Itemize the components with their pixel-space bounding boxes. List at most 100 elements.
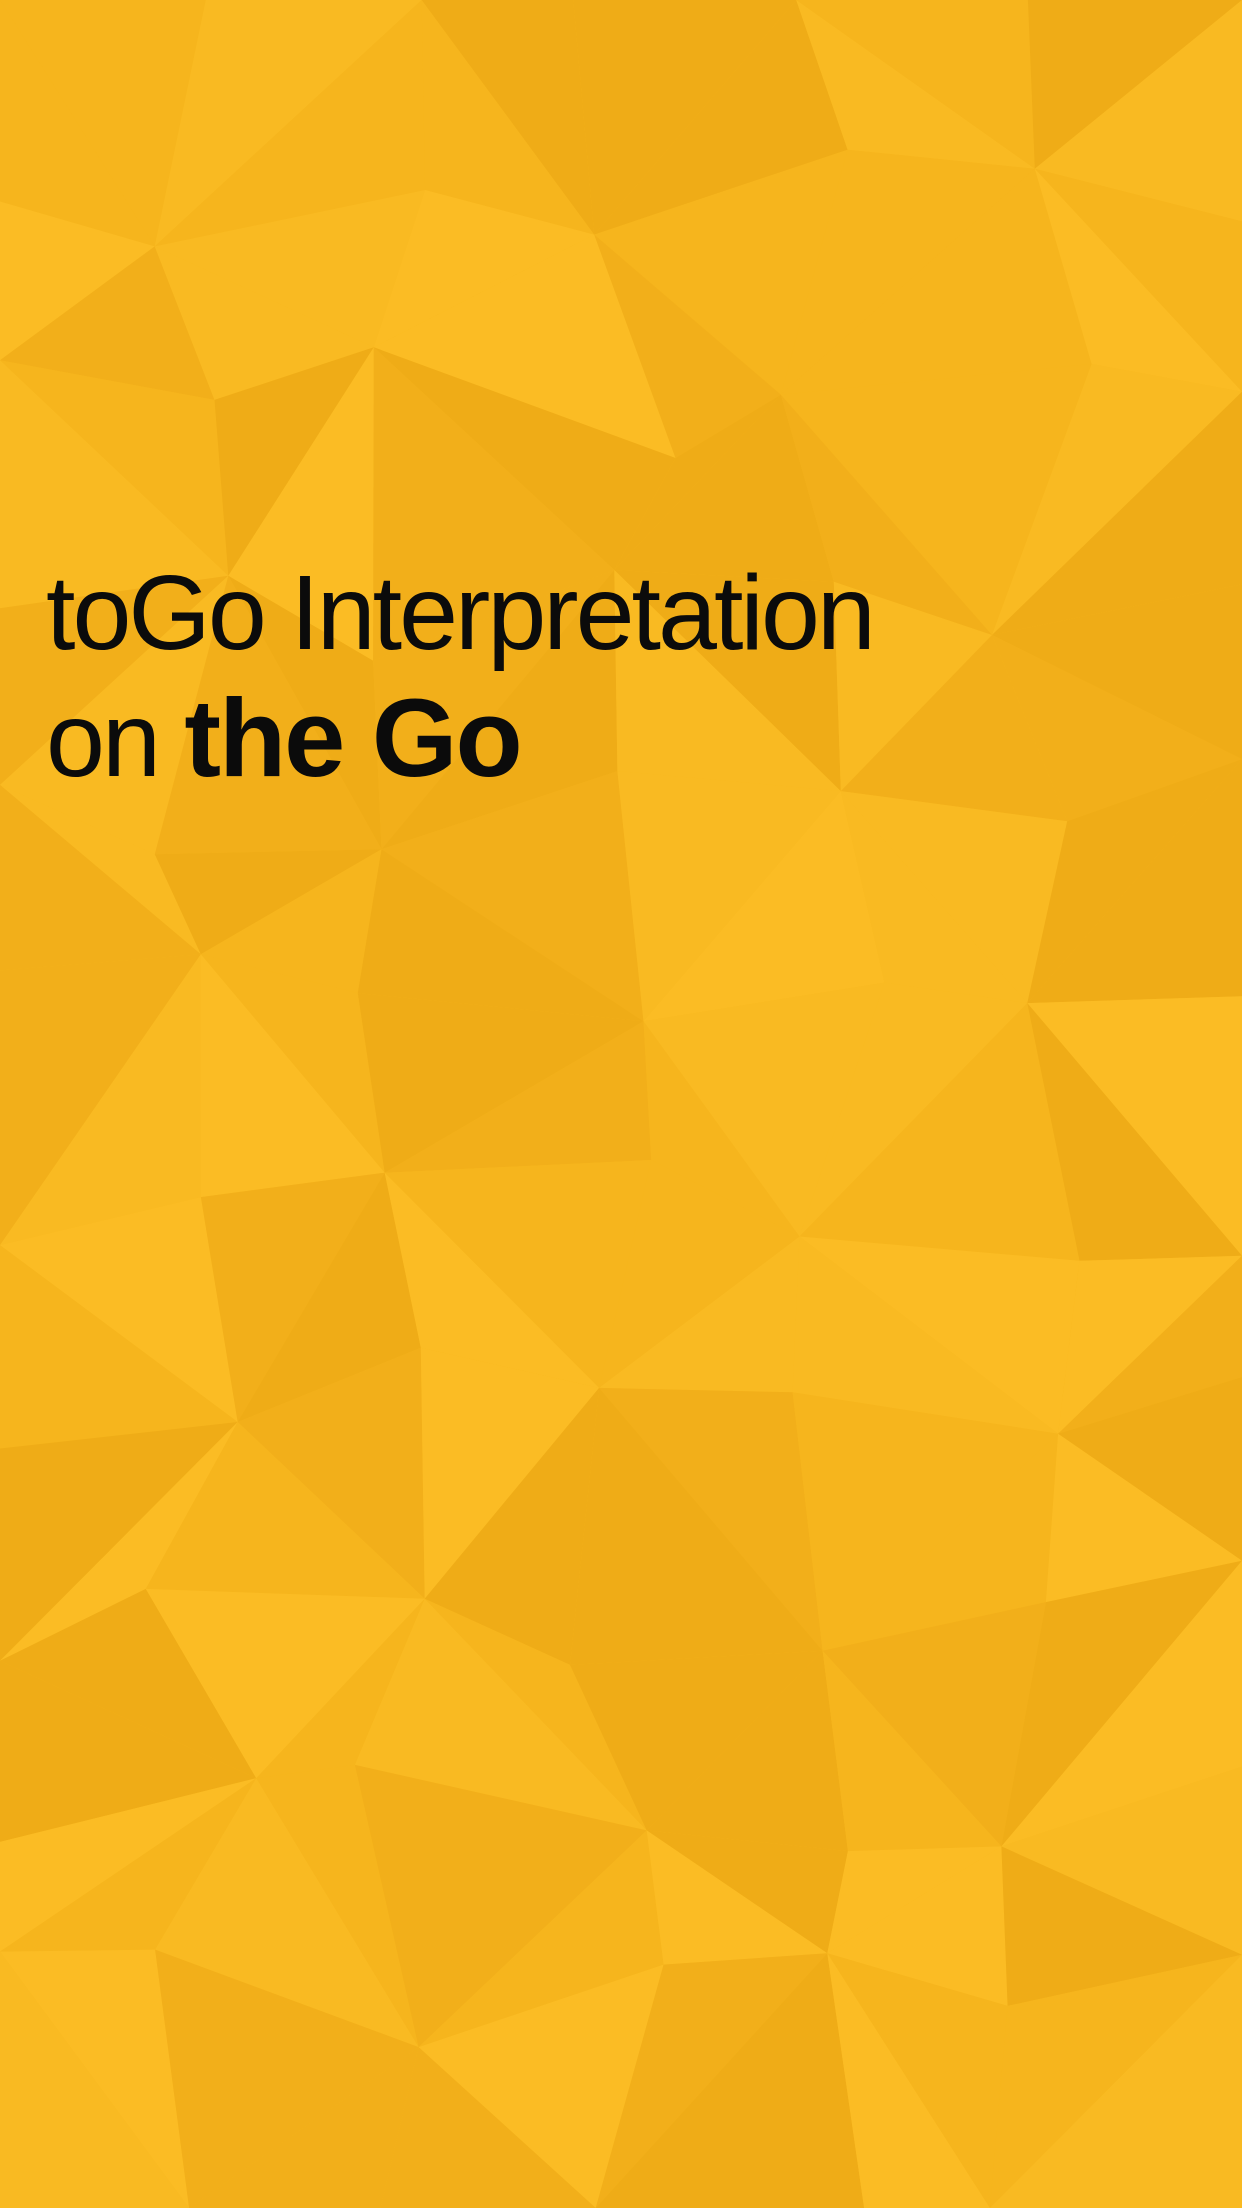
background-facet [780,364,1092,635]
background-facet [822,1602,1046,1847]
background-facet [189,2047,419,2208]
background-facet [1027,996,1242,1256]
background-facet [840,635,1068,822]
background-facet [570,1387,823,1665]
background-facet [418,1964,664,2208]
background-facet [373,570,615,850]
background-facet [1001,1846,1242,2006]
background-facet [1045,1433,1242,1603]
background-facet [145,1588,425,1779]
background-facet [373,234,676,458]
background-facet [799,1236,1080,1434]
background-facet [1058,1377,1242,1561]
background-facet [0,954,201,1246]
background-facet [599,1160,800,1388]
background-facet [840,791,1028,1004]
background-facet [573,0,797,235]
background-facet [384,1021,652,1173]
background-facet [1058,1255,1242,1434]
background-facet [418,1830,664,2048]
background-facet [599,1387,823,1651]
background-facet [420,1347,600,1599]
background-facet [646,1830,828,1965]
background-facet [0,0,155,247]
background-facet [796,0,1035,169]
background-facet [0,0,206,247]
background-facet [0,954,201,1246]
background-facet [799,1003,1080,1261]
background-facet [384,1160,652,1388]
app-tagline: toGo Interpretation on the Go [46,560,1196,814]
background-facet [799,982,1028,1237]
background-facet [989,1954,1242,2208]
background-facet [357,993,644,1173]
background-facet [827,1846,1008,2006]
background-facet [1001,1766,1242,1955]
background-facet [154,0,426,247]
background-facet [792,1236,1059,1434]
background-facet [0,575,229,785]
background-facet [237,1172,421,1422]
background-facet [256,1764,419,2048]
background-facet [384,1172,600,1388]
background-facet [0,246,215,400]
background-facet [0,1951,190,2208]
background-facet [357,849,644,1022]
background-facet [646,1650,848,1852]
background-facet [0,1778,257,1952]
background-facet [200,1172,385,1422]
background-facet [822,1433,1059,1651]
background-facet [827,1953,1008,2208]
background-facet [599,1236,800,1393]
background-facet [0,1778,257,1952]
background-facet [1027,1003,1242,1261]
background-facet [992,635,1242,822]
background-facet [0,575,229,855]
background-facet [256,1598,425,1779]
background-facet [989,1954,1242,2208]
background-facet [237,1347,425,1599]
background-facet [792,1392,1059,1651]
background-facet [200,954,385,1198]
background-facet [373,190,595,348]
background-facet [1058,1255,1242,1434]
background-facet [643,791,885,1022]
background-facet [570,1650,823,1831]
background-facet [796,0,1035,169]
background-facet [780,168,1092,395]
background-facet [373,347,615,661]
background-facet [228,575,382,850]
background-facet [614,394,834,582]
background-facet [0,1197,238,1422]
tagline-line-2-bold: the Go [184,677,522,800]
background-facet [373,347,676,570]
background-facet [421,0,595,235]
background-facet [421,0,595,235]
background-facet [1001,1560,1242,1847]
background-facet [1034,168,1242,392]
tagline-line-2-light: on [46,681,185,799]
background-facet [200,849,382,994]
background-facet [992,391,1242,635]
background-facet [0,1588,257,1779]
background-facet [214,347,374,576]
background-facet [154,190,426,348]
background-facet [0,201,155,361]
background-facet [0,784,201,955]
background-facet [0,360,229,609]
background-facet [643,982,885,1237]
background-facet [154,849,382,955]
background-facet [424,1387,600,1665]
background-facet [827,1846,1002,1954]
background-facet [595,1953,865,2208]
background-facet [424,1598,647,1831]
background-facet [1034,0,1242,222]
background-facet [381,570,618,850]
background-facet [992,584,1242,760]
background-facet [614,570,841,792]
background-facet [827,1953,990,2208]
background-facet [145,1422,425,1599]
background-facet [354,1764,647,2048]
background-facet [0,1949,190,2208]
